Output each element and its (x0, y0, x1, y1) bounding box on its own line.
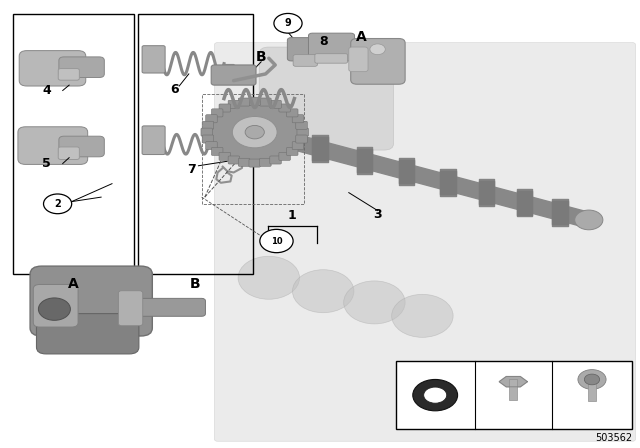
Circle shape (232, 116, 277, 148)
Circle shape (44, 194, 72, 214)
Text: B: B (190, 277, 200, 292)
FancyBboxPatch shape (201, 128, 212, 136)
Text: B: B (256, 50, 266, 65)
Circle shape (238, 256, 300, 299)
FancyBboxPatch shape (270, 100, 282, 108)
Circle shape (424, 387, 447, 403)
FancyBboxPatch shape (249, 159, 260, 167)
FancyBboxPatch shape (219, 104, 230, 112)
FancyBboxPatch shape (287, 109, 298, 117)
Text: 9: 9 (285, 18, 291, 28)
Text: 10: 10 (271, 237, 282, 246)
FancyBboxPatch shape (58, 147, 79, 159)
Circle shape (209, 100, 301, 164)
Circle shape (38, 298, 70, 320)
FancyBboxPatch shape (142, 126, 165, 155)
Bar (13, 14, 134, 274)
Text: 503562: 503562 (595, 433, 632, 443)
Text: 2: 2 (559, 368, 567, 378)
Text: 10: 10 (404, 368, 420, 378)
Text: 9: 9 (483, 368, 490, 378)
Text: 7: 7 (188, 163, 196, 176)
FancyBboxPatch shape (228, 100, 239, 108)
FancyBboxPatch shape (134, 298, 205, 316)
FancyBboxPatch shape (259, 47, 394, 150)
Text: A: A (68, 277, 79, 292)
Text: 6: 6 (170, 83, 179, 96)
FancyBboxPatch shape (279, 104, 291, 112)
Bar (588, 378, 596, 401)
FancyBboxPatch shape (293, 55, 317, 66)
FancyBboxPatch shape (30, 266, 152, 336)
FancyBboxPatch shape (296, 135, 307, 143)
Circle shape (370, 44, 385, 55)
FancyBboxPatch shape (260, 98, 271, 106)
Circle shape (392, 294, 453, 337)
FancyBboxPatch shape (59, 136, 104, 157)
FancyBboxPatch shape (219, 152, 230, 160)
FancyBboxPatch shape (228, 156, 239, 164)
Circle shape (413, 379, 458, 411)
FancyBboxPatch shape (238, 98, 250, 106)
Text: 1: 1 (288, 208, 296, 222)
Text: 4: 4 (42, 84, 51, 97)
Bar (396, 361, 632, 429)
FancyBboxPatch shape (36, 314, 139, 354)
FancyBboxPatch shape (249, 97, 260, 105)
Bar (509, 379, 517, 400)
FancyBboxPatch shape (297, 128, 308, 136)
FancyBboxPatch shape (279, 152, 291, 160)
FancyBboxPatch shape (238, 158, 250, 166)
FancyBboxPatch shape (202, 121, 214, 129)
FancyBboxPatch shape (349, 47, 368, 72)
FancyBboxPatch shape (287, 147, 298, 155)
Circle shape (575, 210, 603, 230)
FancyBboxPatch shape (211, 147, 223, 155)
FancyBboxPatch shape (308, 33, 355, 61)
FancyBboxPatch shape (315, 54, 348, 63)
Circle shape (260, 229, 293, 253)
FancyBboxPatch shape (260, 158, 271, 166)
FancyBboxPatch shape (205, 142, 217, 150)
FancyBboxPatch shape (292, 142, 304, 150)
FancyBboxPatch shape (270, 156, 282, 164)
Text: 8: 8 (319, 34, 328, 48)
FancyBboxPatch shape (214, 43, 636, 441)
FancyBboxPatch shape (19, 51, 86, 86)
Circle shape (584, 374, 600, 385)
FancyBboxPatch shape (296, 121, 307, 129)
FancyBboxPatch shape (351, 39, 405, 84)
FancyBboxPatch shape (287, 38, 324, 61)
Text: 2: 2 (54, 199, 61, 209)
Circle shape (245, 125, 264, 139)
Circle shape (344, 281, 405, 324)
Circle shape (292, 270, 354, 313)
Polygon shape (499, 377, 527, 387)
Circle shape (578, 370, 606, 389)
Text: 3: 3 (373, 207, 382, 221)
Text: A: A (356, 30, 367, 44)
FancyBboxPatch shape (292, 115, 304, 123)
FancyBboxPatch shape (142, 46, 165, 73)
FancyBboxPatch shape (33, 284, 78, 327)
Circle shape (274, 13, 302, 33)
FancyBboxPatch shape (118, 291, 143, 326)
FancyBboxPatch shape (211, 65, 256, 85)
FancyBboxPatch shape (59, 57, 104, 78)
FancyBboxPatch shape (205, 115, 217, 123)
FancyBboxPatch shape (18, 127, 88, 164)
FancyBboxPatch shape (58, 69, 79, 80)
Bar (138, 14, 253, 274)
FancyBboxPatch shape (211, 109, 223, 117)
Text: 5: 5 (42, 157, 51, 170)
FancyBboxPatch shape (202, 135, 214, 143)
